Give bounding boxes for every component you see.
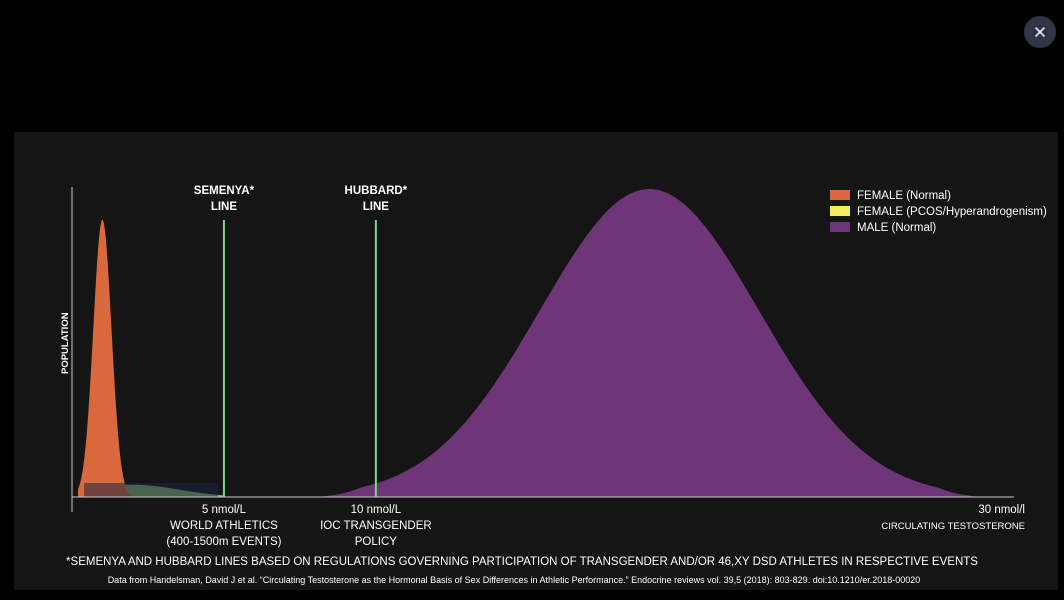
reference-title-1-0: HUBBARD* [345, 185, 408, 197]
legend-label-0: FEMALE (Normal) [857, 190, 951, 202]
legend-label-2: MALE (Normal) [857, 222, 936, 234]
reference-caption-1-0: IOC TRANSGENDER [320, 520, 432, 532]
series-area-0 [78, 219, 133, 498]
reference-caption-0-1: (400-1500m EVENTS) [166, 536, 281, 548]
legend-swatch-1 [830, 206, 850, 216]
legend: FEMALE (Normal) FEMALE (PCOS/Hyperandroge… [830, 190, 1047, 234]
reference-caption-1-1: POLICY [355, 536, 398, 548]
x-end-label: 30 nmol/l [978, 504, 1025, 516]
reference-title-1-1: LINE [363, 201, 390, 213]
reference-title-0-0: SEMENYA* [194, 185, 255, 197]
close-icon [1035, 27, 1045, 37]
close-button[interactable] [1024, 16, 1056, 48]
legend-label-1: FEMALE (PCOS/Hyperandrogenism) [857, 206, 1047, 218]
reference-title-0-1: LINE [211, 201, 238, 213]
reference-tick-0: 5 nmol/L [202, 504, 247, 516]
reference-caption-0-0: WORLD ATHLETICS [170, 520, 278, 532]
footnote: *SEMENYA AND HUBBARD LINES BASED ON REGU… [66, 556, 978, 568]
distribution-areas [78, 189, 984, 498]
chart-panel: POPULATION SEMENYA* LINE 5 nmol/L WORLD ATH… [14, 132, 1058, 590]
legend-swatch-2 [830, 222, 850, 232]
testosterone-chart: POPULATION SEMENYA* LINE 5 nmol/L WORLD ATH… [60, 185, 1047, 585]
legend-swatch-0 [830, 190, 850, 200]
source-citation: Data from Handelsman, David J et al. “Ci… [108, 575, 921, 585]
reference-tick-1: 10 nmol/L [351, 504, 402, 516]
y-axis-label: POPULATION [60, 312, 71, 374]
series-area-2 [315, 189, 984, 497]
x-axis-label: CIRCULATING TESTOSTERONE [881, 521, 1025, 532]
reference-lines: SEMENYA* LINE 5 nmol/L WORLD ATHLETICS (400-… [166, 185, 431, 548]
overlap-band [84, 483, 218, 497]
